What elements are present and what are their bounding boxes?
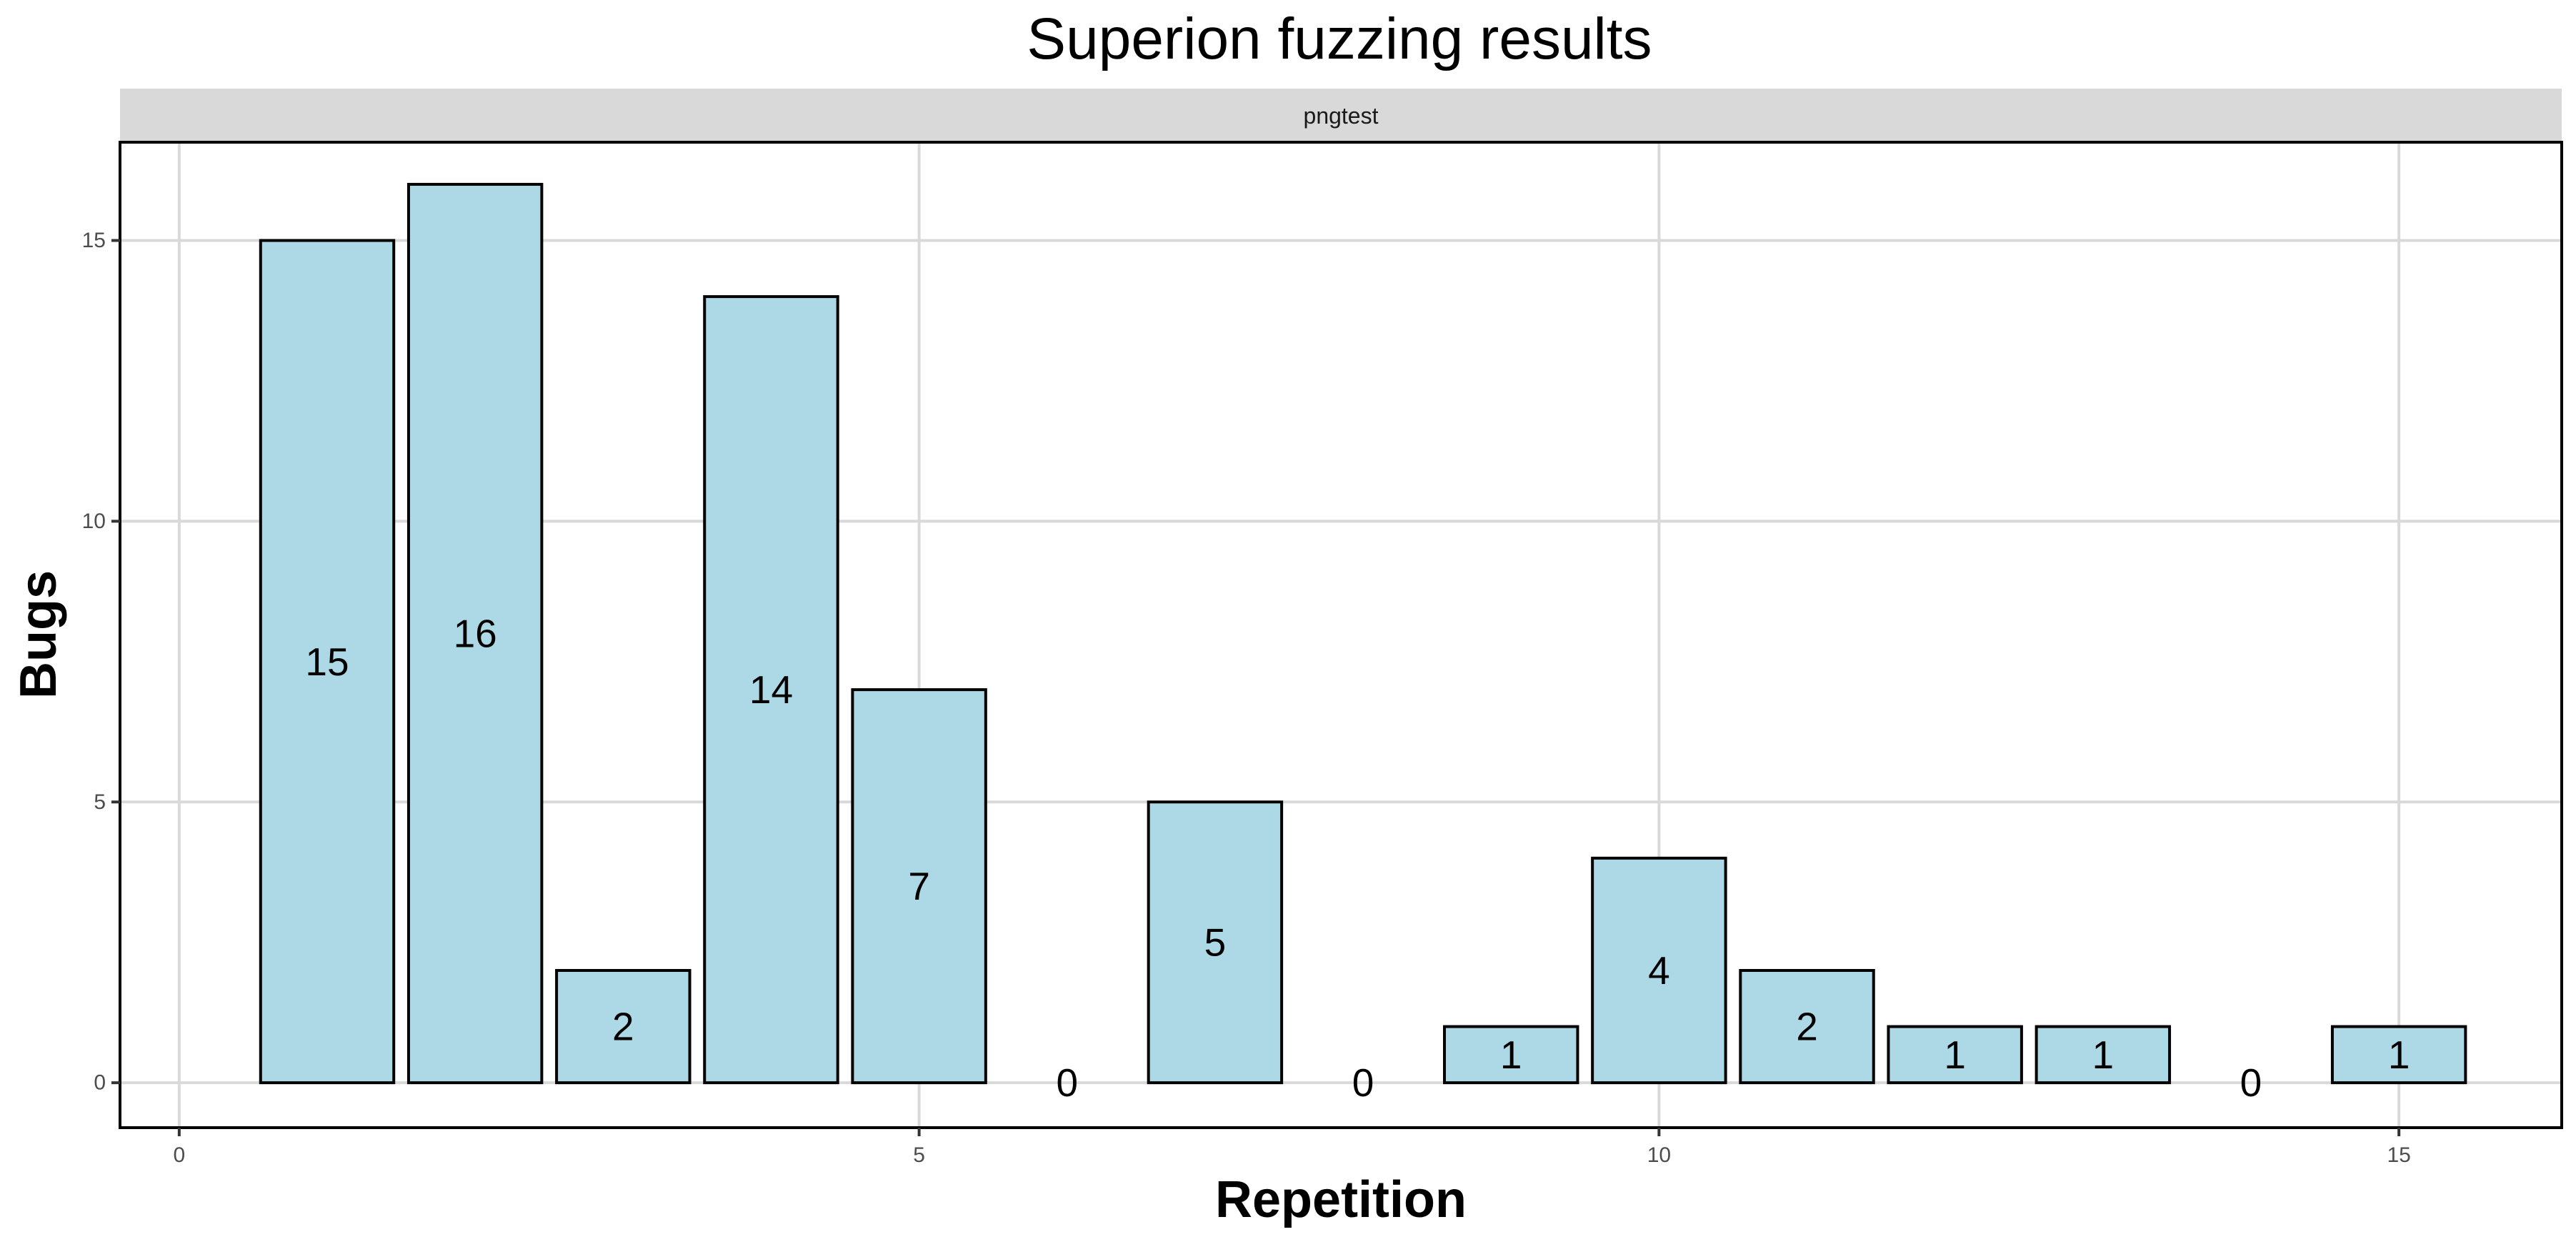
bar-value-label: 7	[908, 864, 930, 908]
bar	[1887, 1025, 2023, 1085]
bar	[1739, 968, 1875, 1085]
y-tick-label: 5	[94, 790, 106, 814]
bar-value-label: 0	[2240, 1060, 2262, 1105]
bar	[1147, 800, 1284, 1085]
x-axis-ticks: 0 5 10 15	[174, 1128, 2411, 1167]
bar-value-label: 1	[2092, 1033, 2115, 1077]
bar-value-label: 1	[1500, 1033, 1522, 1077]
bar-value-label: 4	[1648, 948, 1670, 993]
bar	[703, 295, 839, 1085]
bar	[2330, 1025, 2467, 1085]
chart-title: Superion fuzzing results	[1027, 6, 1652, 71]
bar	[851, 688, 987, 1085]
bar	[259, 239, 396, 1085]
bar	[1591, 856, 1727, 1085]
x-tick-label: 15	[2387, 1143, 2410, 1167]
bar-value-label: 16	[454, 612, 497, 656]
y-tick-label: 10	[82, 510, 106, 533]
bar-value-label: 1	[1944, 1033, 1966, 1077]
bar-value-label: 15	[305, 640, 349, 684]
plot-panel-border	[119, 141, 2563, 1129]
facet-strip	[120, 89, 2562, 142]
facet-strip-label: pngtest	[1304, 103, 1379, 129]
bars	[259, 182, 2467, 1085]
x-tick-label: 0	[174, 1143, 186, 1167]
bar-value-label: 0	[1056, 1060, 1078, 1105]
bar	[406, 182, 544, 1085]
y-tick-label: 0	[94, 1071, 106, 1095]
bar-value-label: 1	[2388, 1033, 2410, 1077]
x-tick-label: 5	[913, 1143, 925, 1167]
y-axis-ticks: 0 5 10 15	[82, 229, 120, 1095]
x-tick-label: 10	[1647, 1143, 1671, 1167]
y-axis-title: Bugs	[10, 570, 67, 699]
bar-value-label: 5	[1204, 920, 1227, 965]
bar-value-label: 0	[1352, 1060, 1374, 1105]
y-tick-label: 15	[82, 229, 106, 252]
bar-value-label: 2	[612, 1005, 634, 1049]
bar	[1443, 1025, 1579, 1085]
bar-value-label: 14	[749, 667, 793, 712]
bar	[555, 968, 692, 1085]
bar	[2035, 1025, 2172, 1085]
bar-value-label: 2	[1796, 1005, 1818, 1049]
x-axis-title: Repetition	[1215, 1171, 1467, 1228]
